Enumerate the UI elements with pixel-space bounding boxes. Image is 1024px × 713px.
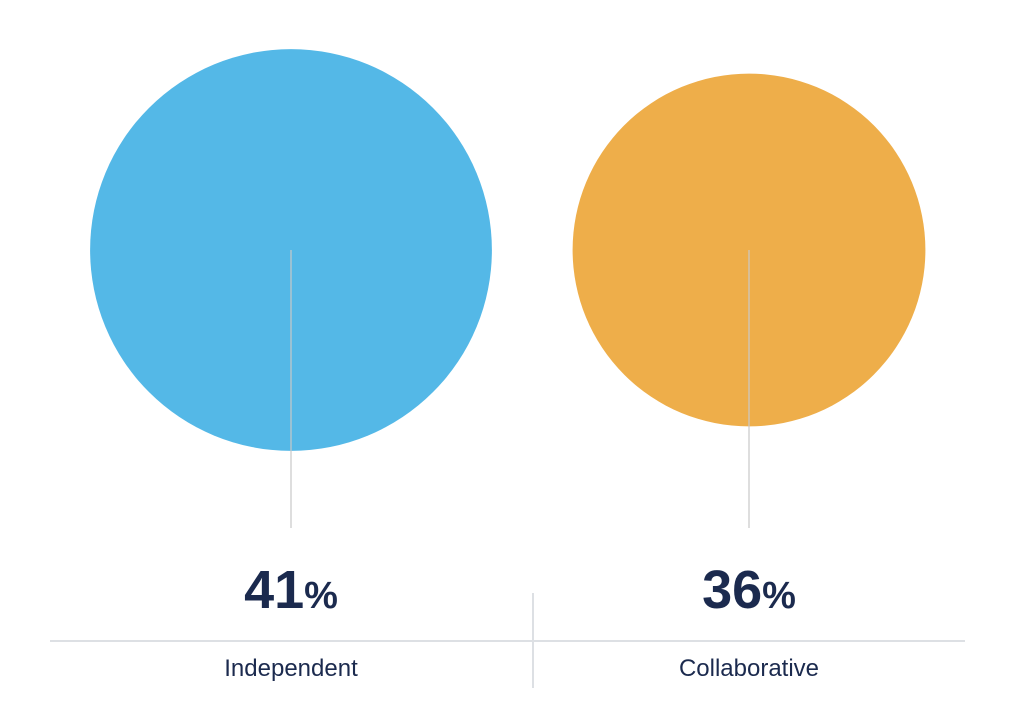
category-label: Collaborative	[679, 655, 819, 682]
category-label: Independent	[224, 655, 358, 682]
value-label: 36%	[702, 560, 796, 620]
value-label: 41%	[244, 560, 338, 620]
